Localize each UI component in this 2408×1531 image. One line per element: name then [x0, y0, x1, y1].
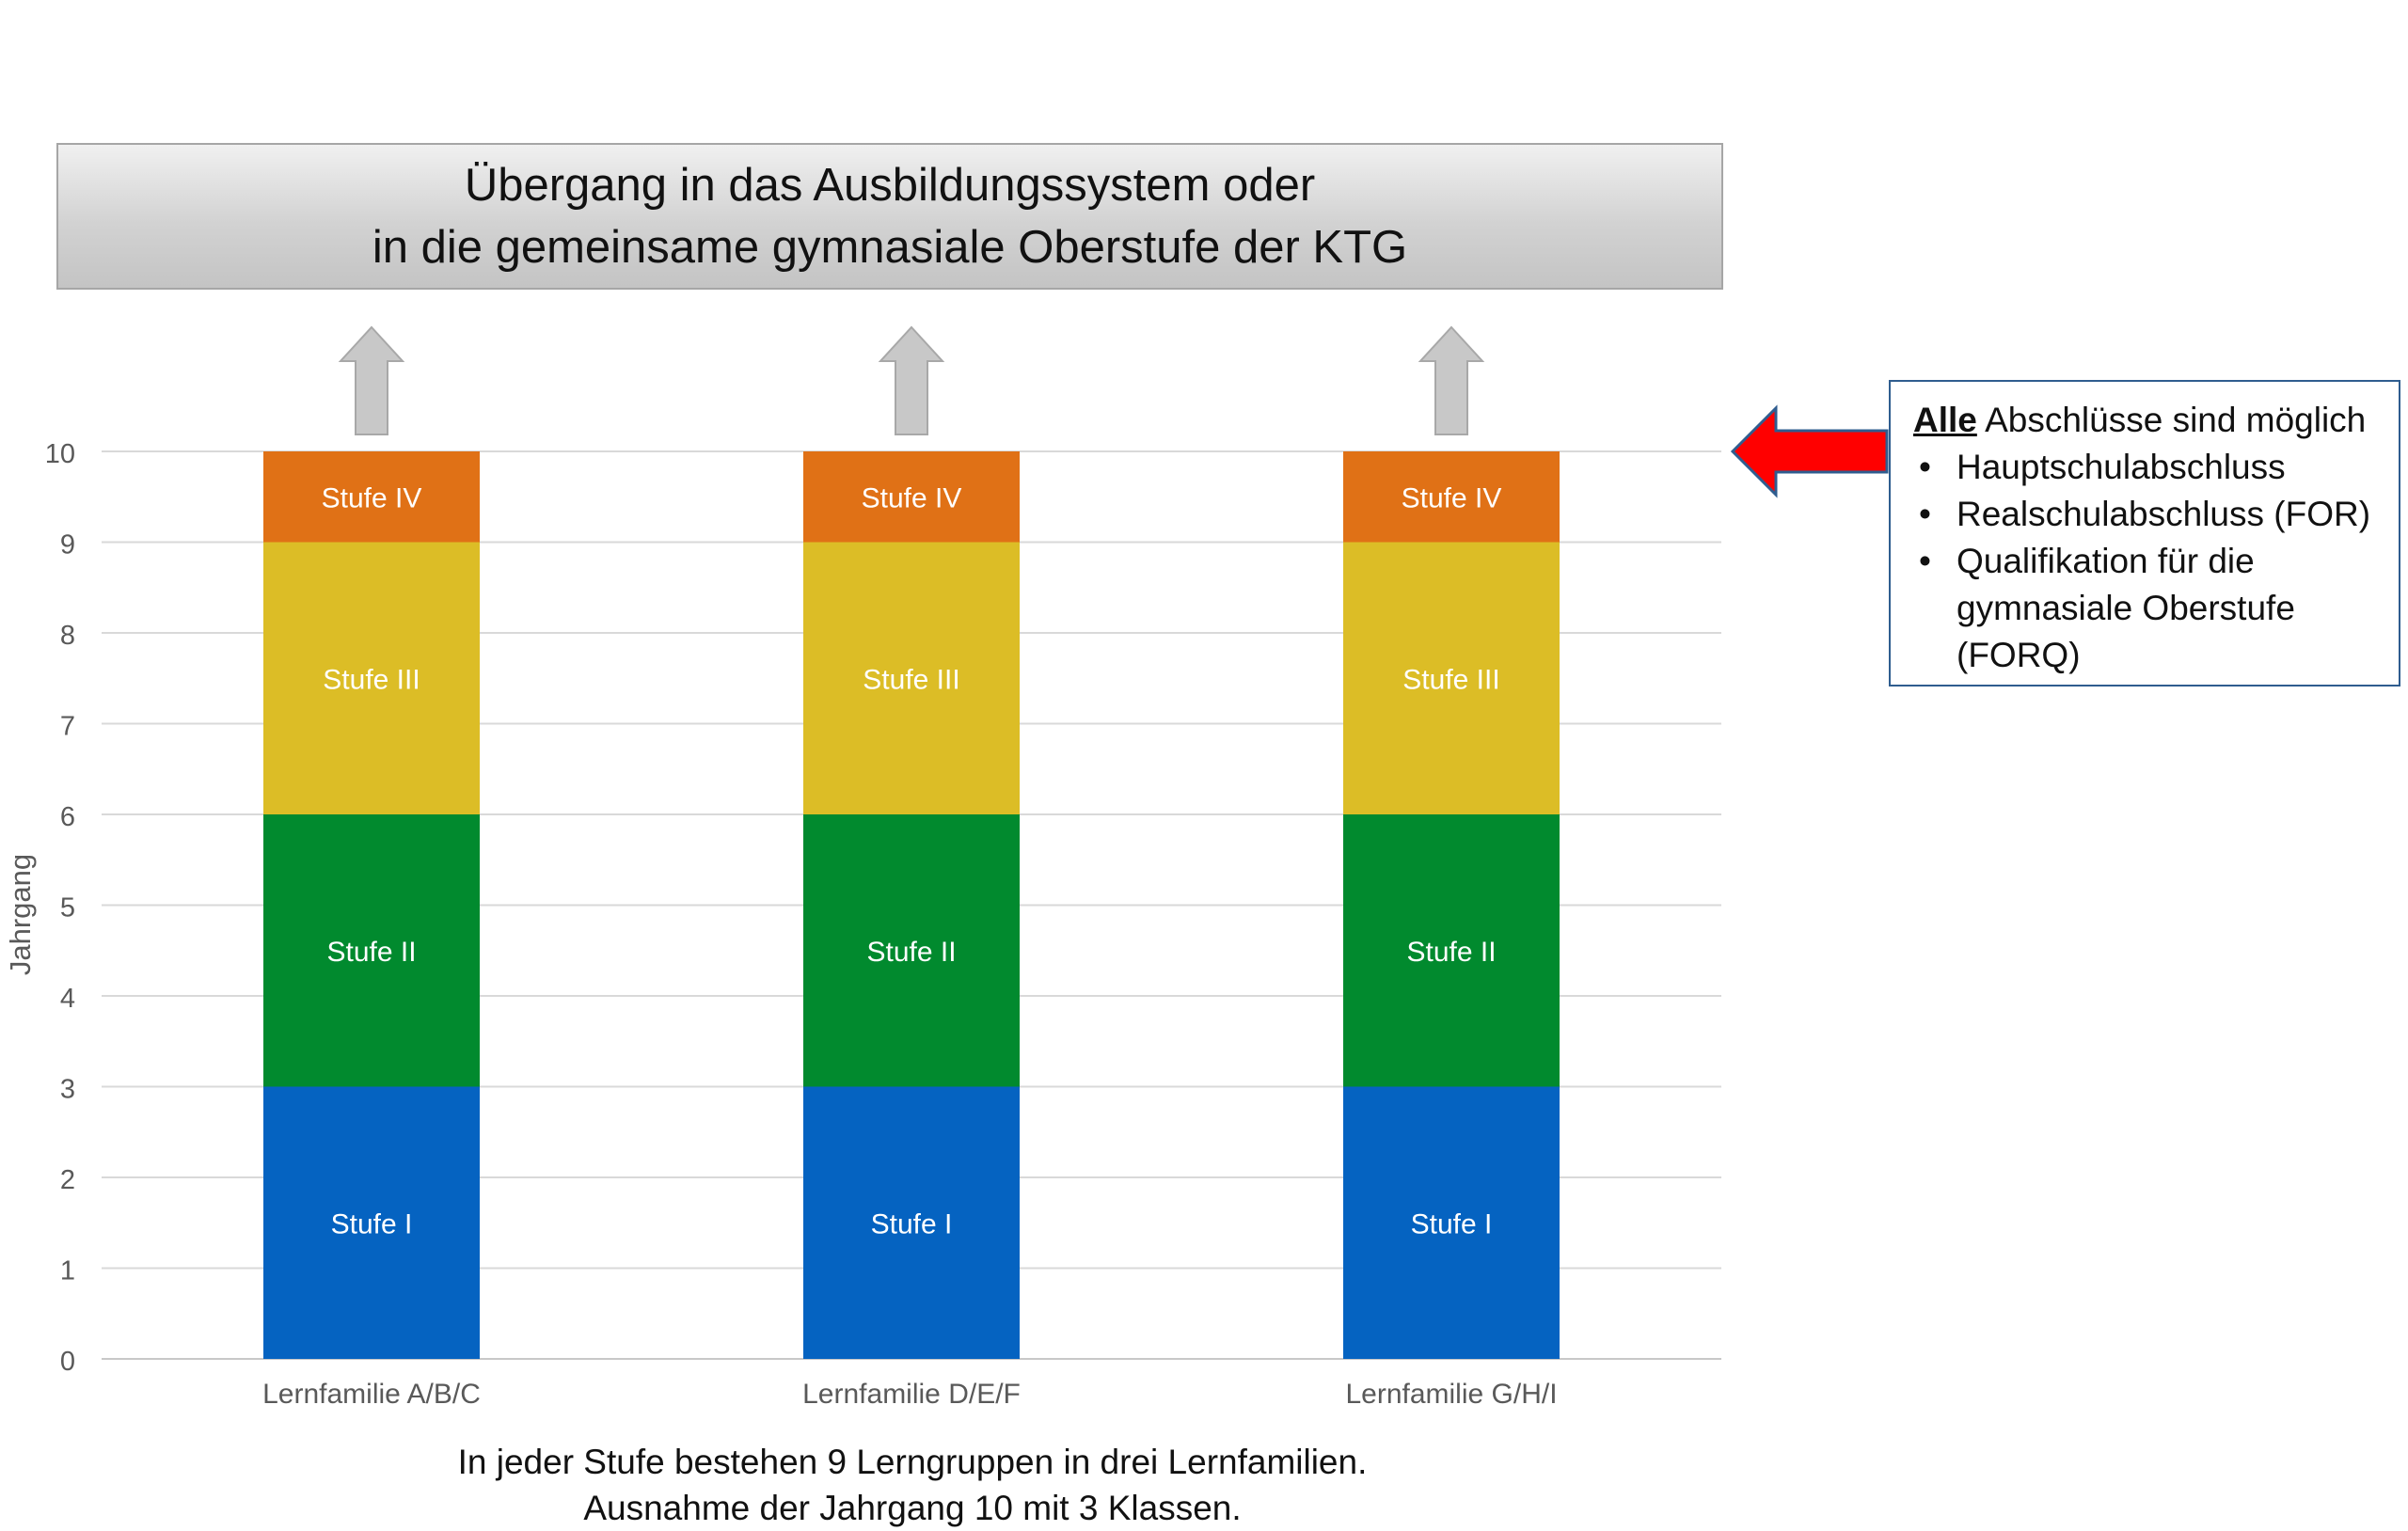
callout-item-realschulabschluss: Realschulabschluss (FOR) — [1913, 491, 2380, 538]
segment-label: Stufe IV — [322, 482, 422, 513]
segment-label: Stufe IV — [862, 482, 962, 513]
callout-heading: Alle Abschlüsse sind möglich — [1913, 397, 2380, 444]
bar-segment-stufe-iv — [263, 451, 480, 543]
up-arrow-icon — [878, 325, 945, 435]
bar-segment-stufe-iii — [803, 542, 1020, 814]
y-tick-label: 4 — [60, 984, 75, 1014]
segment-label: Stufe IV — [1402, 482, 1502, 513]
bar-segment-stufe-i — [803, 1086, 1020, 1359]
segment-label: Stufe I — [331, 1208, 413, 1239]
y-tick-label: 2 — [60, 1165, 75, 1195]
x-category-label: Lernfamilie A/B/C — [262, 1379, 481, 1410]
bar-segment-stufe-iii — [1343, 542, 1560, 814]
y-tick-label: 8 — [60, 621, 75, 651]
segment-label: Stufe II — [326, 937, 416, 968]
footnote-line-1: In jeder Stufe bestehen 9 Lerngruppen in… — [457, 1443, 1368, 1481]
up-arrow-icon — [1418, 325, 1485, 435]
footnote: In jeder Stufe bestehen 9 Lerngruppen in… — [0, 1439, 1825, 1531]
callout-item-qualifikation: Qualifikation für die gymnasiale Oberstu… — [1913, 538, 2380, 679]
bar-segment-stufe-iv — [1343, 451, 1560, 543]
y-tick-label: 1 — [60, 1256, 75, 1286]
title-line-1: Übergang in das Ausbildungssystem oder — [464, 160, 1316, 211]
bar-segment-stufe-ii — [803, 814, 1020, 1087]
bar-segment-stufe-ii — [1343, 814, 1560, 1087]
bar-segment-stufe-iii — [263, 542, 480, 814]
segment-label: Stufe III — [323, 664, 420, 695]
segment-label: Stufe II — [866, 937, 956, 968]
y-tick-label: 5 — [60, 893, 75, 923]
bar-segment-stufe-iv — [803, 451, 1020, 543]
y-tick-label: 3 — [60, 1075, 75, 1105]
bar-segment-stufe-ii — [263, 814, 480, 1087]
x-category-label: Lernfamilie D/E/F — [802, 1379, 1021, 1410]
y-tick-label: 0 — [60, 1347, 75, 1377]
graduation-info-box: Alle Abschlüsse sind möglich Hauptschula… — [1889, 380, 2400, 687]
segment-label: Stufe III — [863, 664, 959, 695]
up-arrow-icon — [338, 325, 405, 435]
transition-title-box: Übergang in das Ausbildungssystem oder i… — [56, 143, 1723, 290]
title-line-2: in die gemeinsame gymnasiale Oberstufe d… — [372, 222, 1408, 273]
segment-label: Stufe I — [1411, 1208, 1493, 1239]
left-arrow-icon — [1730, 404, 1889, 498]
y-tick-label: 7 — [60, 712, 75, 742]
y-tick-label: 6 — [60, 802, 75, 832]
bar-segment-stufe-i — [263, 1086, 480, 1359]
y-tick-label: 9 — [60, 530, 75, 560]
callout-heading-rest: Abschlüsse sind möglich — [1976, 401, 2367, 439]
callout-heading-strong: Alle — [1913, 401, 1977, 439]
bar-segment-stufe-i — [1343, 1086, 1560, 1359]
x-category-label: Lernfamilie G/H/I — [1345, 1379, 1557, 1410]
callout-item-hauptschulabschluss: Hauptschulabschluss — [1913, 444, 2380, 491]
footnote-line-2: Ausnahme der Jahrgang 10 mit 3 Klassen. — [583, 1489, 1242, 1527]
callout-list: Hauptschulabschluss Realschulabschluss (… — [1913, 444, 2380, 679]
y-tick-label: 10 — [45, 439, 75, 469]
segment-label: Stufe II — [1406, 937, 1496, 968]
segment-label: Stufe I — [871, 1208, 953, 1239]
y-axis-label: Jahrgang — [4, 854, 37, 975]
segment-label: Stufe III — [1402, 664, 1499, 695]
